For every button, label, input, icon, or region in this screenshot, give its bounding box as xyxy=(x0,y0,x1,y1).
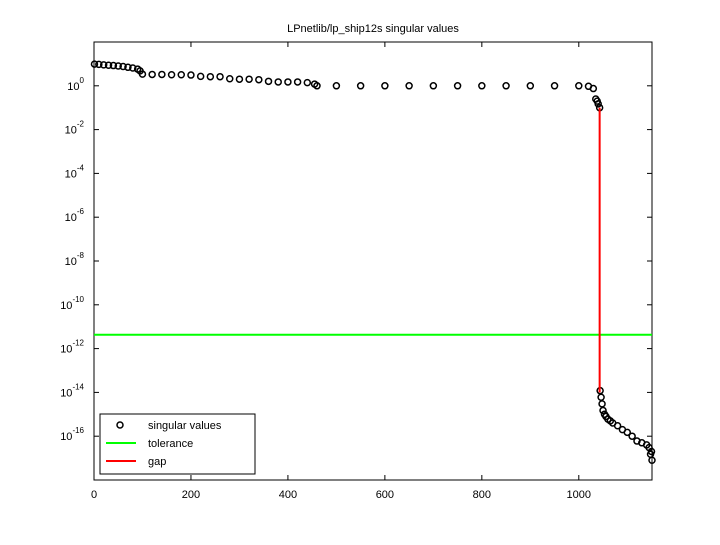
y-tick-label: 10-14 xyxy=(60,382,84,399)
singular-value-marker xyxy=(235,75,244,83)
singular-value-marker xyxy=(613,422,622,430)
y-tick-base: 10 xyxy=(65,125,77,137)
y-tick-label: 10-2 xyxy=(65,120,85,137)
singular-value-marker xyxy=(313,82,321,90)
singular-value-marker xyxy=(356,82,365,90)
singular-value-marker xyxy=(293,78,302,86)
singular-value-marker xyxy=(225,74,234,83)
singular-value-marker xyxy=(95,60,103,69)
singular-value-marker xyxy=(255,75,263,84)
y-tick-exponent: -4 xyxy=(77,163,85,172)
singular-value-marker xyxy=(550,82,559,90)
legend-label: singular values xyxy=(148,420,222,432)
singular-value-marker xyxy=(196,72,205,81)
y-tick-base: 10 xyxy=(65,256,77,268)
x-tick-label: 400 xyxy=(279,489,297,501)
x-tick-label: 1000 xyxy=(567,489,591,501)
singular-value-marker xyxy=(526,82,535,90)
legend-marker xyxy=(116,421,124,429)
singular-value-marker xyxy=(381,82,389,90)
x-tick-label: 200 xyxy=(182,489,200,501)
singular-value-marker xyxy=(648,456,656,464)
y-tick-base: 10 xyxy=(67,81,79,93)
y-tick-label: 10-4 xyxy=(65,163,85,180)
singular-value-marker xyxy=(589,84,598,93)
y-tick-label: 10-16 xyxy=(60,426,84,443)
singular-value-marker xyxy=(138,70,147,78)
y-tick-base: 10 xyxy=(65,168,77,180)
singular-value-marker xyxy=(187,71,195,79)
y-tick-base: 10 xyxy=(60,431,72,443)
y-tick-label: 100 xyxy=(67,76,84,93)
legend-label: tolerance xyxy=(148,438,193,450)
singular-value-marker xyxy=(124,63,132,72)
singular-value-marker xyxy=(628,432,636,440)
singular-value-marker xyxy=(167,70,176,79)
y-tick-exponent: -8 xyxy=(77,251,85,260)
singular-value-marker xyxy=(647,447,656,456)
y-tick-exponent: -12 xyxy=(72,339,84,348)
singular-value-marker xyxy=(332,82,341,90)
singular-value-marker xyxy=(575,82,583,90)
y-tick-label: 10-8 xyxy=(65,251,85,268)
y-tick-base: 10 xyxy=(60,300,72,312)
x-tick-label: 800 xyxy=(473,489,491,501)
singular-value-marker xyxy=(478,82,486,90)
y-tick-exponent: -6 xyxy=(77,207,85,216)
singular-value-marker xyxy=(129,64,137,72)
x-tick-label: 600 xyxy=(376,489,394,501)
y-tick-exponent: 0 xyxy=(80,76,85,85)
singular-value-marker xyxy=(453,82,462,90)
singular-value-marker xyxy=(216,72,224,81)
legend-label: gap xyxy=(148,456,166,468)
y-tick-label: 10-12 xyxy=(60,339,84,356)
y-tick-exponent: -2 xyxy=(77,120,85,129)
y-tick-label: 10-10 xyxy=(60,295,84,312)
singular-value-marker xyxy=(264,77,273,86)
y-tick-base: 10 xyxy=(65,212,77,224)
y-tick-exponent: -10 xyxy=(72,295,84,304)
singular-value-marker xyxy=(245,75,253,83)
singular-value-marker xyxy=(109,61,118,70)
singular-value-marker xyxy=(206,72,215,81)
y-tick-label: 10-6 xyxy=(65,207,85,224)
singular-value-marker xyxy=(502,82,510,90)
x-tick-label: 0 xyxy=(91,489,97,501)
singular-value-marker xyxy=(303,78,312,87)
singular-value-marker xyxy=(158,70,166,79)
singular-value-marker xyxy=(405,82,413,90)
singular-value-marker xyxy=(90,60,99,68)
y-tick-base: 10 xyxy=(60,387,72,399)
singular-value-marker xyxy=(104,61,113,69)
y-tick-exponent: -14 xyxy=(72,382,84,391)
y-tick-base: 10 xyxy=(60,344,72,356)
singular-value-marker xyxy=(99,61,108,69)
singular-value-marker xyxy=(148,70,156,79)
chart-title: LPnetlib/lp_ship12s singular values xyxy=(287,23,459,35)
singular-value-marker xyxy=(177,70,186,79)
singular-value-marker xyxy=(114,62,122,70)
singular-value-marker xyxy=(594,100,602,108)
singular-value-marker xyxy=(284,78,292,86)
singular-value-marker xyxy=(623,428,632,437)
singular-value-marker xyxy=(429,82,438,90)
singular-value-marker xyxy=(274,78,282,86)
singular-value-marker xyxy=(119,62,127,71)
singular-value-marker xyxy=(599,406,607,415)
y-tick-exponent: -16 xyxy=(72,426,84,435)
